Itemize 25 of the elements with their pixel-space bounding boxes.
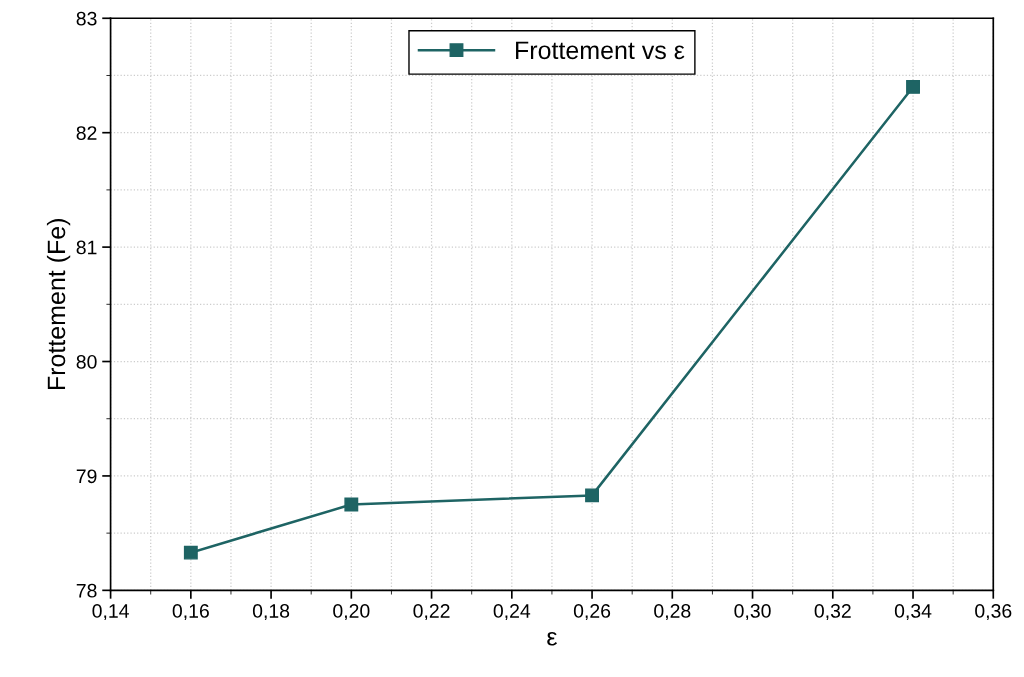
- x-tick-label: 0,24: [493, 604, 531, 621]
- x-tick-label: 0,22: [413, 604, 450, 621]
- point: [183, 545, 198, 560]
- x-tick-label: 0,28: [654, 604, 691, 621]
- y-tick-label: 83: [76, 11, 97, 26]
- point: [344, 497, 359, 512]
- x-tick-label: 0,14: [92, 604, 129, 621]
- y-tick-label: 81: [76, 240, 97, 255]
- x-tick-label: 0,32: [814, 604, 851, 621]
- x-tick-label: 0,30: [734, 604, 771, 621]
- x-axis-title: ε: [547, 631, 558, 646]
- x-tick-label: 0,36: [975, 604, 1012, 621]
- legend-label: Frottement vs ε: [516, 41, 685, 60]
- x-tick-label: 0,20: [333, 604, 370, 621]
- y-tick-label: 79: [76, 469, 97, 484]
- y-axis-title: Frottement (Fe): [46, 219, 71, 390]
- point: [585, 488, 600, 503]
- x-tick-label: 0,16: [172, 604, 209, 621]
- point: [906, 79, 920, 94]
- x-tick-label: 0,34: [894, 604, 932, 621]
- y-tick-label: 80: [76, 354, 97, 369]
- y-tick-label: 82: [76, 126, 97, 140]
- x-tick-label: 0,18: [252, 604, 290, 621]
- x-tick-label: 0,26: [573, 604, 611, 621]
- y-tick-label: 78: [76, 583, 97, 598]
